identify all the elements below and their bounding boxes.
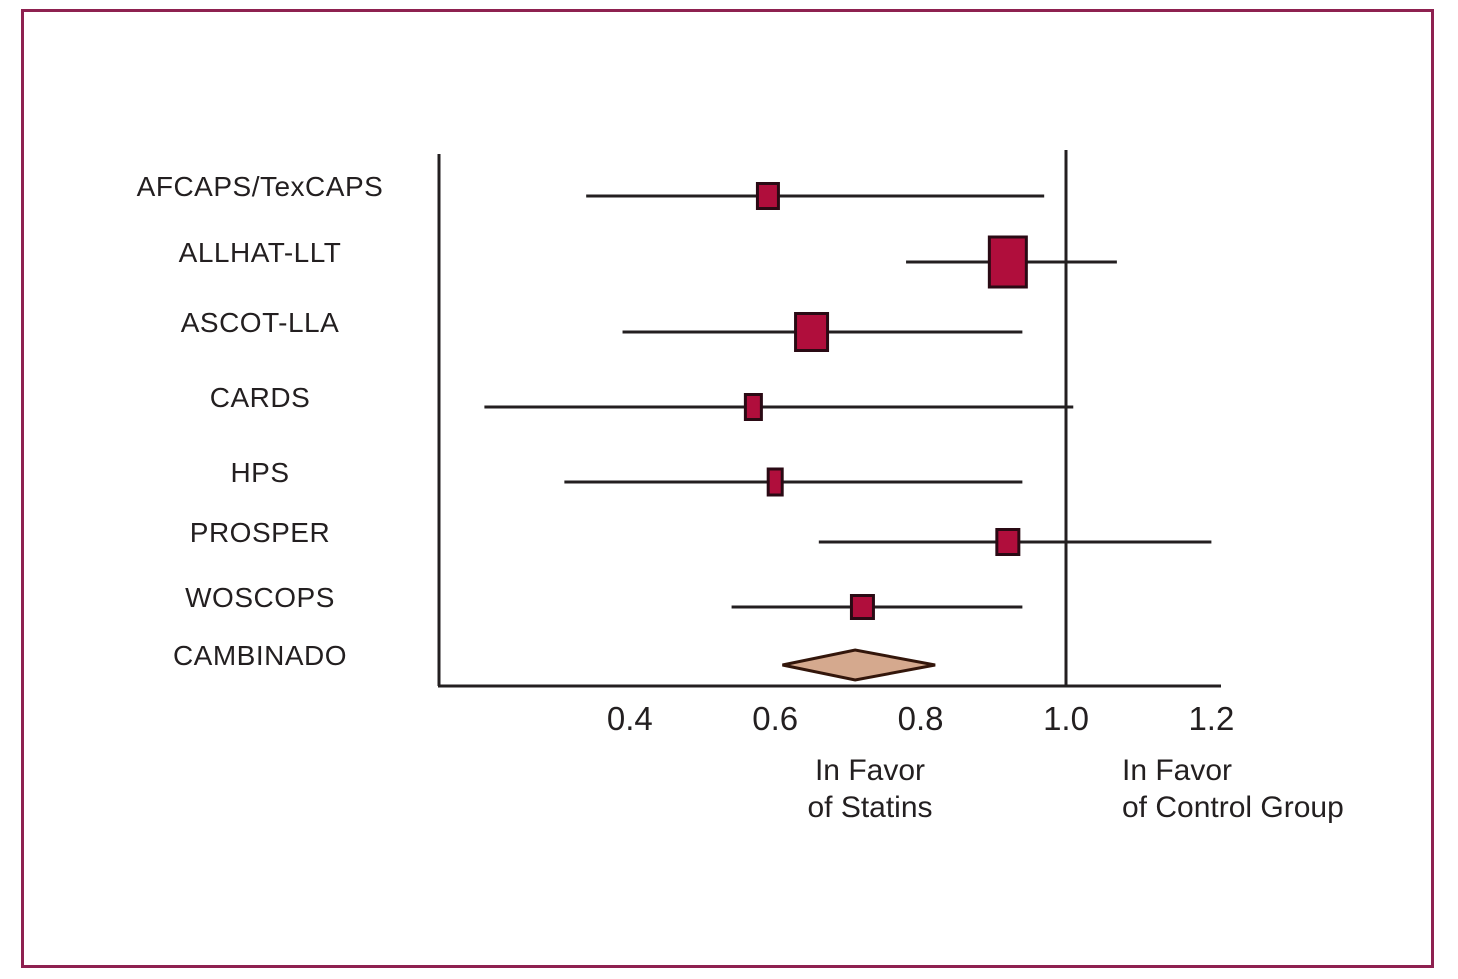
trial-label: ASCOT-LLA — [180, 307, 340, 338]
trial-label: CAMBINADO — [172, 640, 348, 671]
x-tick-label: 0.8 — [897, 700, 944, 737]
estimate-box — [987, 235, 1028, 289]
trial-label: WOSCOPS — [185, 582, 335, 613]
x-tick-label: 1.0 — [1043, 700, 1089, 737]
x-tick-label: 1.2 — [1188, 700, 1235, 737]
trial-label: PROSPER — [189, 517, 331, 548]
x-tick-label: 0.6 — [752, 700, 799, 737]
estimate-box — [766, 467, 784, 497]
favor-statins-line2: of Statins — [807, 791, 933, 824]
favor-control-label: In Favor of Control Group — [1122, 752, 1344, 826]
favor-control-line1: In Favor — [1122, 754, 1233, 787]
trial-label: CARDS — [209, 382, 311, 413]
estimate-box — [849, 594, 875, 620]
trial-label: AFCAPS/TexCAPS — [136, 171, 384, 202]
favor-statins-line1: In Favor — [814, 754, 926, 787]
estimate-box — [995, 528, 1021, 556]
estimate-box — [743, 393, 763, 421]
x-tick-label: 0.4 — [606, 700, 653, 737]
figure-border — [21, 9, 1434, 968]
estimate-box — [794, 312, 830, 352]
favor-statins-label: In Favor of Statins — [807, 752, 932, 826]
estimate-box — [755, 182, 780, 210]
trial-label: ALLHAT-LLT — [178, 237, 342, 268]
trial-label: HPS — [230, 457, 290, 488]
summary-diamond — [782, 648, 936, 682]
favor-control-line2: of Control Group — [1122, 791, 1344, 824]
